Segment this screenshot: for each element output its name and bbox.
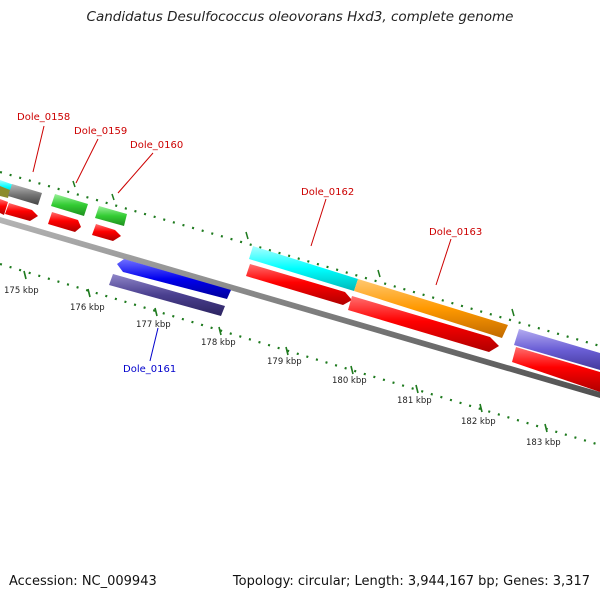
outer-tick [377,269,381,278]
genome-summary-text: Topology: circular; Length: 3,944,167 bp… [232,574,590,589]
gene-olive-left [0,186,10,198]
outer-dotted-ring [0,170,600,348]
tick-label: 180 kbp [332,376,367,386]
gene-blue [117,259,231,299]
tick-label: 183 kbp [526,438,561,448]
cds-arrow [5,203,38,221]
tick-label: 175 kbp [4,286,39,296]
tick-label: 181 kbp [397,396,432,406]
cds-arrow [512,347,600,392]
gene-cyan-0162 [249,246,358,291]
gene-gray-0158 [8,184,42,205]
gene-label-dole-0160: Dole_0160 [130,140,183,151]
gene-label-dole-0162: Dole_0162 [301,187,354,198]
reverse-strand-genes [109,259,231,316]
gene-green-0160 [95,206,127,226]
gene-green-0159 [51,194,88,216]
map-title: Candidatus Desulfococcus oleovorans Hxd3… [86,9,514,25]
cds-arrow [0,199,8,215]
tick-label: 182 kbp [461,417,496,427]
tick-label: 178 kbp [201,338,236,348]
gene-navy-0161 [109,274,225,316]
kbp-ticks: 175 kbp 176 kbp 177 kbp 178 kbp 179 kbp … [4,270,561,448]
tick-label: 176 kbp [70,303,105,313]
gene-orange-0163 [354,279,508,338]
gene-label-dole-0161: Dole_0161 [123,364,176,375]
outer-tick [511,308,515,317]
tick-label: 177 kbp [136,320,171,330]
outer-tick [72,180,76,188]
cds-arrow [48,212,81,232]
outer-tick [111,193,115,201]
forward-strand-genes [0,180,600,370]
cds-row [0,199,600,392]
cds-arrow [348,296,499,352]
gene-label-dole-0163: Dole_0163 [429,227,482,238]
gene-label-dole-0159: Dole_0159 [74,126,127,137]
gene-purple-right [514,329,600,370]
cds-arrow [92,224,121,241]
tick-label: 179 kbp [267,357,302,367]
gene-label-dole-0158: Dole_0158 [17,112,70,123]
leader-lines [32,125,452,362]
outer-tick [245,231,249,240]
gene-labels: Dole_0158 Dole_0159 Dole_0160 Dole_0161 … [17,112,482,375]
genome-backbone [0,217,600,398]
cds-arrow [246,264,352,305]
accession-text: Accession: NC_009943 [9,574,157,589]
